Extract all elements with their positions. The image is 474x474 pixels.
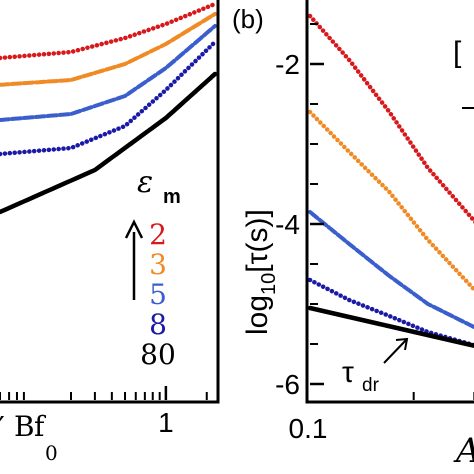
panel-a-xtick-label: 1 — [158, 407, 174, 438]
legend-entry-8: 8 — [149, 308, 167, 341]
panel-b-ticks: -2 -4 -6 0.1 — [275, 23, 474, 444]
panel-b-ylabel: log10[τ(s)] — [241, 209, 280, 335]
tau-dr-arrow-shaft — [383, 338, 408, 364]
panel-a-series — [0, 1, 218, 215]
panel-b-ytick-label: -6 — [275, 369, 300, 400]
legend-entry-3: 3 — [149, 248, 167, 281]
tau-dr-arrow-head — [395, 337, 409, 351]
panel-b-series-2 — [308, 210, 474, 330]
panel-a-xlabel-prefix: ′ — [0, 411, 5, 446]
panel-b-xlabel: A — [453, 431, 474, 471]
tau-dr-annotation: τ dr — [342, 337, 409, 396]
panel-b-series-4 — [307, 305, 474, 349]
panel-a-xlabel-sub: 0 — [45, 441, 58, 465]
panel-a-series-5 — [0, 24, 217, 122]
panel-b-ytick-label: -2 — [275, 49, 300, 80]
panel-b-series — [307, 13, 474, 349]
panel-b-ylabel-sub: 10 — [258, 273, 280, 295]
legend-title-subscript: m — [163, 186, 181, 208]
panel-b: (b) -2 -4 -6 0.1 log10[τ(s)] A τ dr [ — [232, 0, 474, 471]
panel-a-xlabel-main: B — [14, 410, 35, 443]
panel-b-series-0 — [307, 13, 474, 224]
panel-a-ticks: 1 — [0, 386, 208, 438]
panel-b-frame — [305, 0, 474, 404]
legend-entry-80: 80 — [140, 338, 176, 371]
panel-a-xlabel-f: f — [34, 410, 47, 443]
legend-title-epsilon: ε — [137, 165, 153, 200]
panel-a-frame — [0, 0, 220, 404]
legend-entry-2: 2 — [149, 218, 167, 251]
tau-dr-symbol: τ — [342, 356, 354, 389]
panel-b-ytick-label: -4 — [275, 209, 300, 240]
panel-a-series-2 — [0, 1, 218, 61]
tau-dr-subscript: dr — [362, 375, 380, 396]
panel-a-series-80 — [0, 71, 218, 215]
panel-b-label: (b) — [232, 4, 264, 34]
legend-entry-5: 5 — [149, 278, 167, 311]
panel-b-ylabel-pre: log — [241, 295, 274, 335]
panel-b-xtick-label: 0.1 — [289, 413, 328, 444]
panel-b-ylabel-post: [τ(s)] — [241, 209, 274, 273]
panel-a-series-3 — [0, 12, 217, 87]
panel-a-series-8 — [0, 39, 218, 157]
legend-arrow-head — [124, 219, 144, 239]
panel-b-series-1 — [307, 109, 474, 293]
inset-bracket: [ — [453, 36, 462, 69]
